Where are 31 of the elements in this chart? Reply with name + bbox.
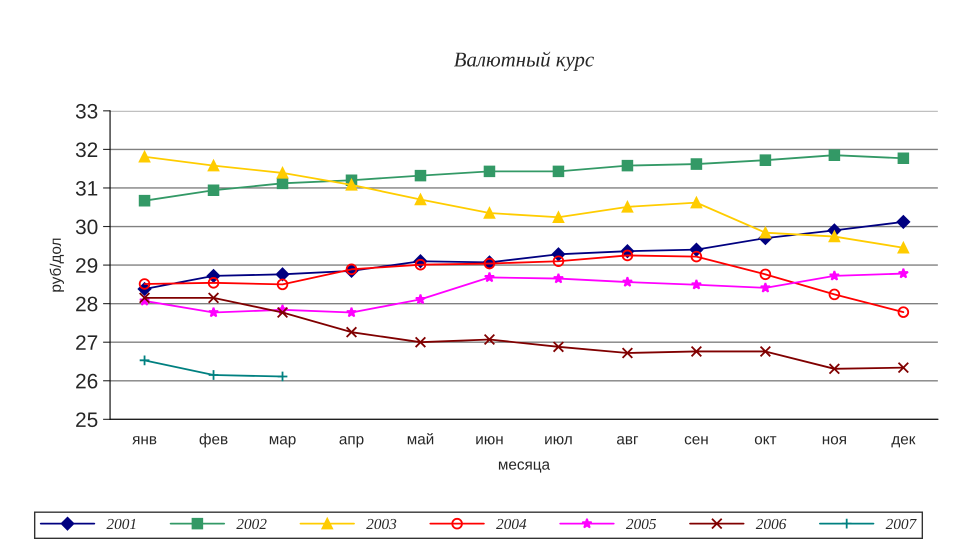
x-tick-label: сен <box>684 436 708 444</box>
y-tick-label: 26 <box>76 374 98 389</box>
chart-title: Валютный курс <box>454 52 594 71</box>
y-tick-label: 28 <box>76 296 98 312</box>
legend-label: 2002 <box>236 518 267 530</box>
x-axis-title: месяца <box>498 461 550 473</box>
x-tick-label: авг <box>616 436 638 444</box>
y-tick-label: 25 <box>76 412 98 428</box>
x-tick-label: июл <box>545 436 572 444</box>
x-tick-label: июн <box>476 436 503 444</box>
x-tick-label: дек <box>891 436 916 448</box>
legend-label: 2006 <box>756 518 786 530</box>
x-tick-label: апр <box>340 436 364 448</box>
x-tick-label: май <box>408 432 434 444</box>
x-tick-label: ноя <box>822 436 846 444</box>
legend-label: 2004 <box>496 518 526 530</box>
y-tick-label: 31 <box>76 180 98 196</box>
y-tick-label: 29 <box>76 258 98 273</box>
legend-label: 2001 <box>106 518 136 530</box>
legend-label: 2007 <box>886 518 917 530</box>
x-tick-label: фев <box>200 433 228 448</box>
y-tick-label: 30 <box>76 220 98 234</box>
legend-label: 2003 <box>366 518 396 530</box>
legend-label: 2005 <box>626 518 656 530</box>
y-axis-title: руб/дол <box>50 238 64 292</box>
y-tick-label: 27 <box>76 335 98 350</box>
y-tick-label: 32 <box>76 142 98 158</box>
x-tick-label: янв <box>132 436 156 444</box>
x-tick-label: мар <box>270 436 296 448</box>
y-tick-label: 33 <box>76 104 98 119</box>
x-tick-label: окт <box>754 436 776 444</box>
